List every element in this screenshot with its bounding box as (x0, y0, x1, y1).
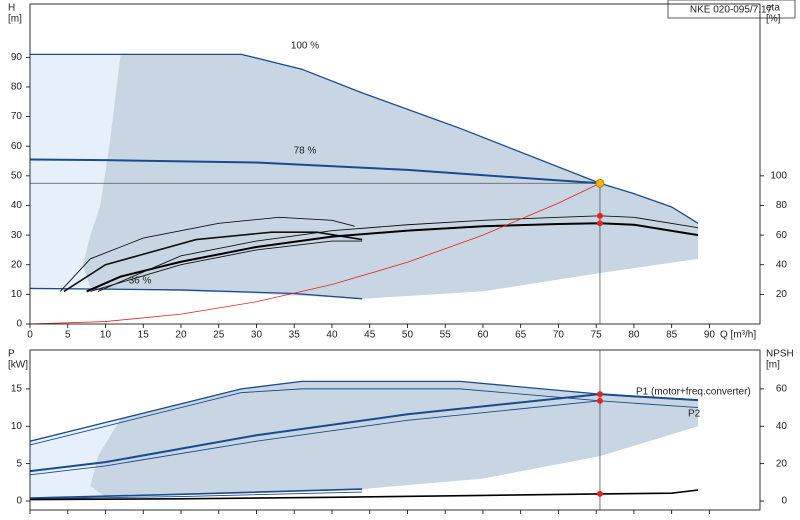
x-tick-label: 70 (553, 330, 565, 341)
operating-area (82, 54, 699, 299)
curve (97, 215, 699, 292)
y-tick-label: 80 (11, 82, 23, 93)
y2-tick-label: 0 (781, 496, 787, 507)
plot (30, 53, 699, 324)
title-box (667, 0, 796, 19)
curve (59, 216, 355, 292)
y-tick-label: 90 (11, 52, 23, 63)
curve-label: 78 % (294, 146, 317, 157)
y-tick-label: 0 (16, 496, 22, 507)
x-tick-label: 35 (289, 330, 301, 341)
y-tick-label: 10 (11, 289, 23, 300)
duty-point (595, 178, 605, 188)
y2-tick-label: 40 (776, 421, 788, 432)
curve (30, 488, 363, 499)
y2-tick-label: 40 (776, 259, 788, 270)
y-axis-label: [kW] (8, 360, 28, 371)
curve (90, 240, 363, 292)
operating-area (30, 418, 121, 499)
y-tick-label: 0 (16, 319, 22, 330)
curve (63, 231, 363, 293)
x-tick-label: 10 (100, 330, 112, 341)
curve (30, 53, 699, 224)
operating-area (90, 381, 699, 498)
y-tick-label: 60 (11, 141, 23, 152)
y2-tick-label: 60 (776, 384, 788, 395)
y-tick-label: 40 (11, 200, 23, 211)
x-tick-label: 90 (704, 330, 716, 341)
curve (30, 182, 601, 324)
curve (86, 222, 699, 293)
x-tick-label: 30 (251, 330, 263, 341)
x-tick-label: 50 (402, 330, 414, 341)
y-axis-label: P (8, 349, 15, 360)
curve (30, 158, 601, 185)
x-tick-label: 15 (138, 330, 150, 341)
x-tick-label: 65 (515, 330, 527, 341)
x-axis-label: Q [m³/h] (720, 330, 756, 341)
x-tick-label: 20 (175, 330, 187, 341)
plot-frame (29, 3, 761, 325)
x-tick-label: 60 (477, 330, 489, 341)
y2-tick-label: 60 (776, 230, 788, 241)
curve (30, 400, 601, 476)
y2-axis-label: eta (766, 3, 780, 14)
x-tick-label: 25 (213, 330, 225, 341)
y2-axis-label: NPSH (766, 349, 794, 360)
chart-title: NKE 020-095/7.17 (690, 5, 773, 16)
y-tick-label: 70 (11, 111, 23, 122)
x-tick-label: 80 (628, 330, 640, 341)
x-tick-label: 0 (27, 330, 33, 341)
curve (30, 287, 363, 300)
curve-label: 100 % (291, 41, 319, 52)
y-axis-label: [m] (8, 14, 22, 25)
curve (30, 393, 699, 473)
y-tick-label: 15 (11, 384, 23, 395)
y2-tick-label: 20 (776, 458, 788, 469)
x-tick-label: 40 (326, 330, 338, 341)
y-tick-label: 20 (11, 259, 23, 270)
duty-point (596, 397, 603, 404)
y2-tick-label: 80 (776, 200, 788, 211)
x-tick-label: 55 (440, 330, 452, 341)
y-tick-label: 30 (11, 230, 23, 241)
curve (30, 491, 363, 500)
curve-label: 36 % (129, 276, 152, 287)
y-axis-label: H (8, 3, 15, 14)
x-tick-label: 75 (591, 330, 603, 341)
plot-frame (29, 349, 761, 511)
plot (30, 350, 699, 510)
curve-label: P2 (688, 409, 701, 420)
y-tick-label: 50 (11, 170, 23, 181)
curve-label: P1 (motor+freq.converter) (636, 387, 751, 398)
y-tick-label: 5 (16, 458, 22, 469)
curve (30, 489, 699, 501)
y2-tick-label: 20 (776, 289, 788, 300)
x-tick-label: 85 (666, 330, 678, 341)
y2-axis-label: [%] (766, 14, 781, 25)
duty-point (596, 212, 603, 219)
y2-axis-label: [m] (766, 360, 780, 371)
duty-point (596, 391, 603, 398)
x-tick-label: 5 (65, 330, 71, 341)
y2-tick-label: 100 (770, 170, 787, 181)
duty-point (596, 220, 603, 227)
operating-area (30, 54, 121, 289)
y-tick-label: 10 (11, 421, 23, 432)
x-tick-label: 45 (364, 330, 376, 341)
duty-point (596, 490, 603, 497)
